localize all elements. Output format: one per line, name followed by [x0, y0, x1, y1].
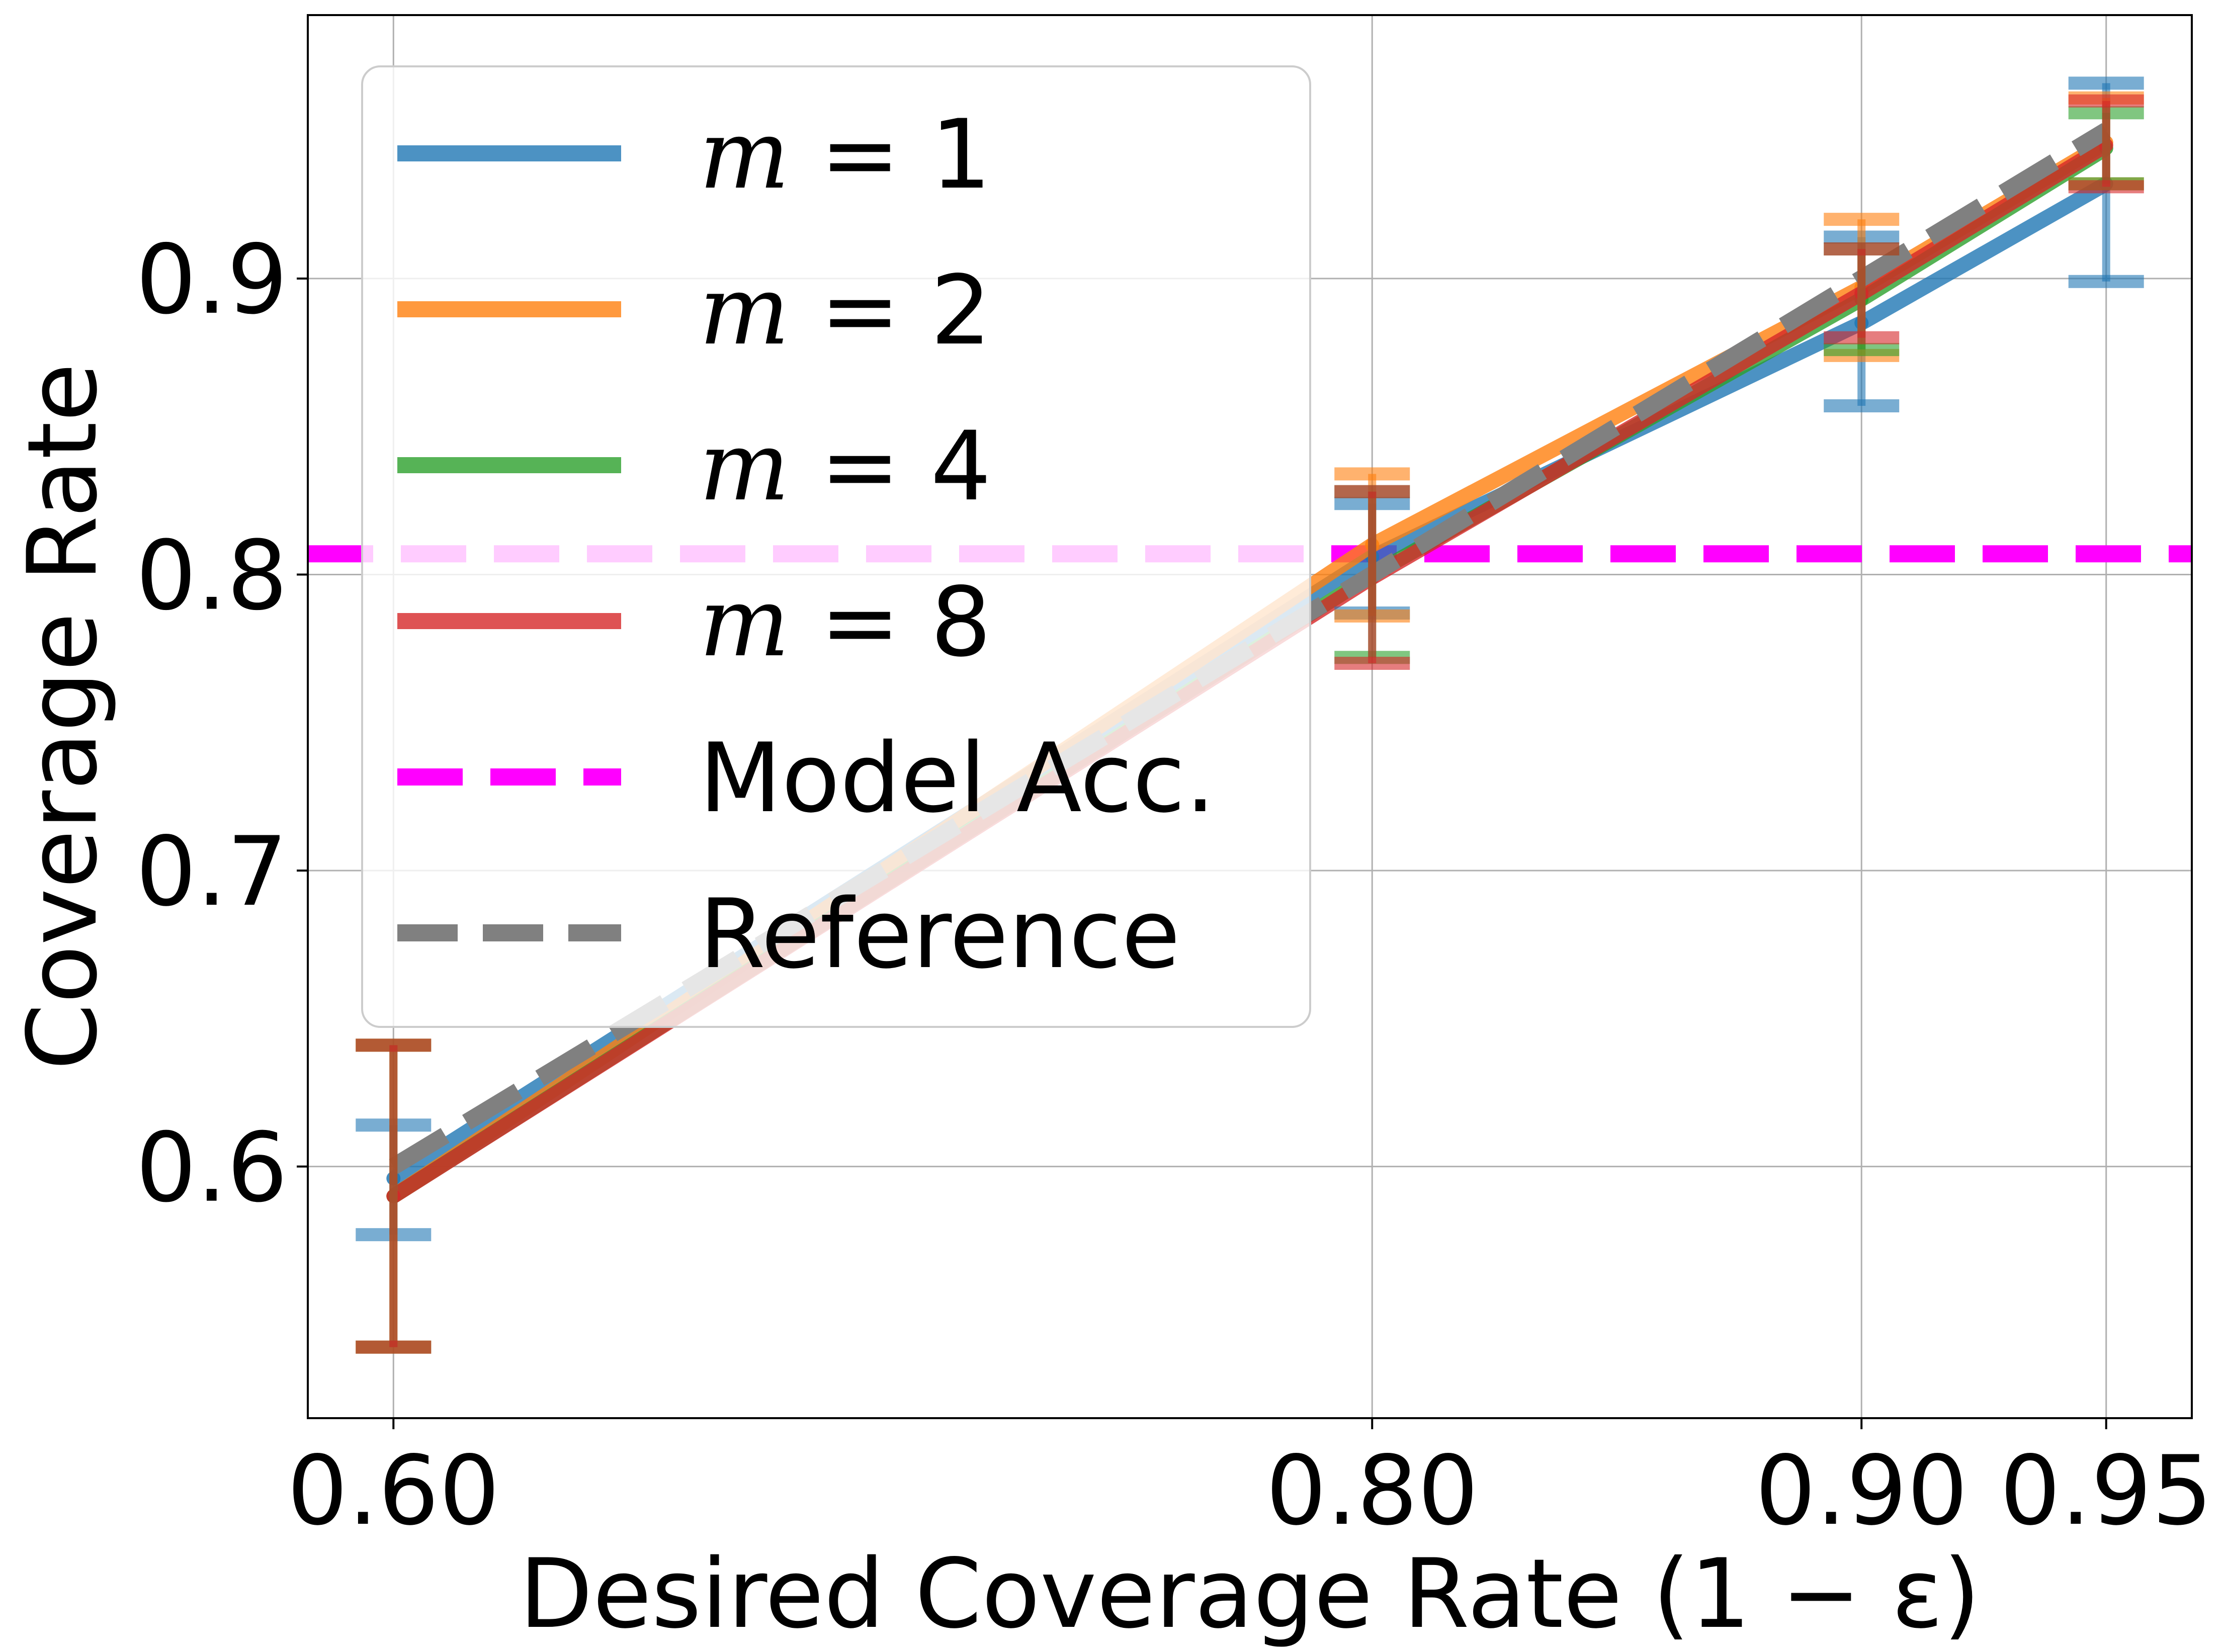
x-axis-title: Desired Coverage Rate (1 − ε) — [519, 1538, 1980, 1649]
legend-label-variable: m — [699, 567, 790, 678]
x-tick-label: 0.80 — [1266, 1435, 1479, 1546]
legend-label-variable: m — [699, 411, 790, 522]
legend-label-value: = 2 — [790, 255, 991, 366]
plot-frame — [307, 14, 2193, 1419]
y-tick-label: 0.9 — [136, 224, 288, 335]
y-axis-title: Coverage Rate — [7, 363, 118, 1070]
errorbar-layer — [356, 76, 2144, 1354]
legend-label: m = 1 — [699, 99, 991, 210]
legend-label: m = 2 — [699, 255, 991, 366]
legend-label: m = 8 — [699, 567, 991, 678]
legend-label: Reference — [699, 879, 1180, 990]
x-tick-label: 0.95 — [2000, 1435, 2212, 1546]
x-axis: 0.60 0.80 0.90 0.95 — [287, 1418, 2212, 1546]
legend-label: Model Acc. — [699, 723, 1216, 834]
y-axis: 0.6 0.7 0.8 0.9 — [136, 224, 308, 1224]
x-tick-label: 0.60 — [287, 1435, 500, 1546]
legend-label: m = 4 — [699, 411, 991, 522]
legend-label-variable: m — [699, 99, 790, 210]
y-tick-label: 0.7 — [136, 816, 288, 927]
legend-label-value: = 8 — [790, 567, 991, 678]
x-tick-label: 0.90 — [1755, 1435, 1968, 1546]
legend-label-variable: m — [699, 255, 790, 366]
y-tick-label: 0.6 — [136, 1112, 288, 1224]
legend-label-value: = 1 — [790, 99, 991, 210]
y-tick-label: 0.8 — [136, 520, 288, 631]
legend-label-value: = 4 — [790, 411, 991, 522]
